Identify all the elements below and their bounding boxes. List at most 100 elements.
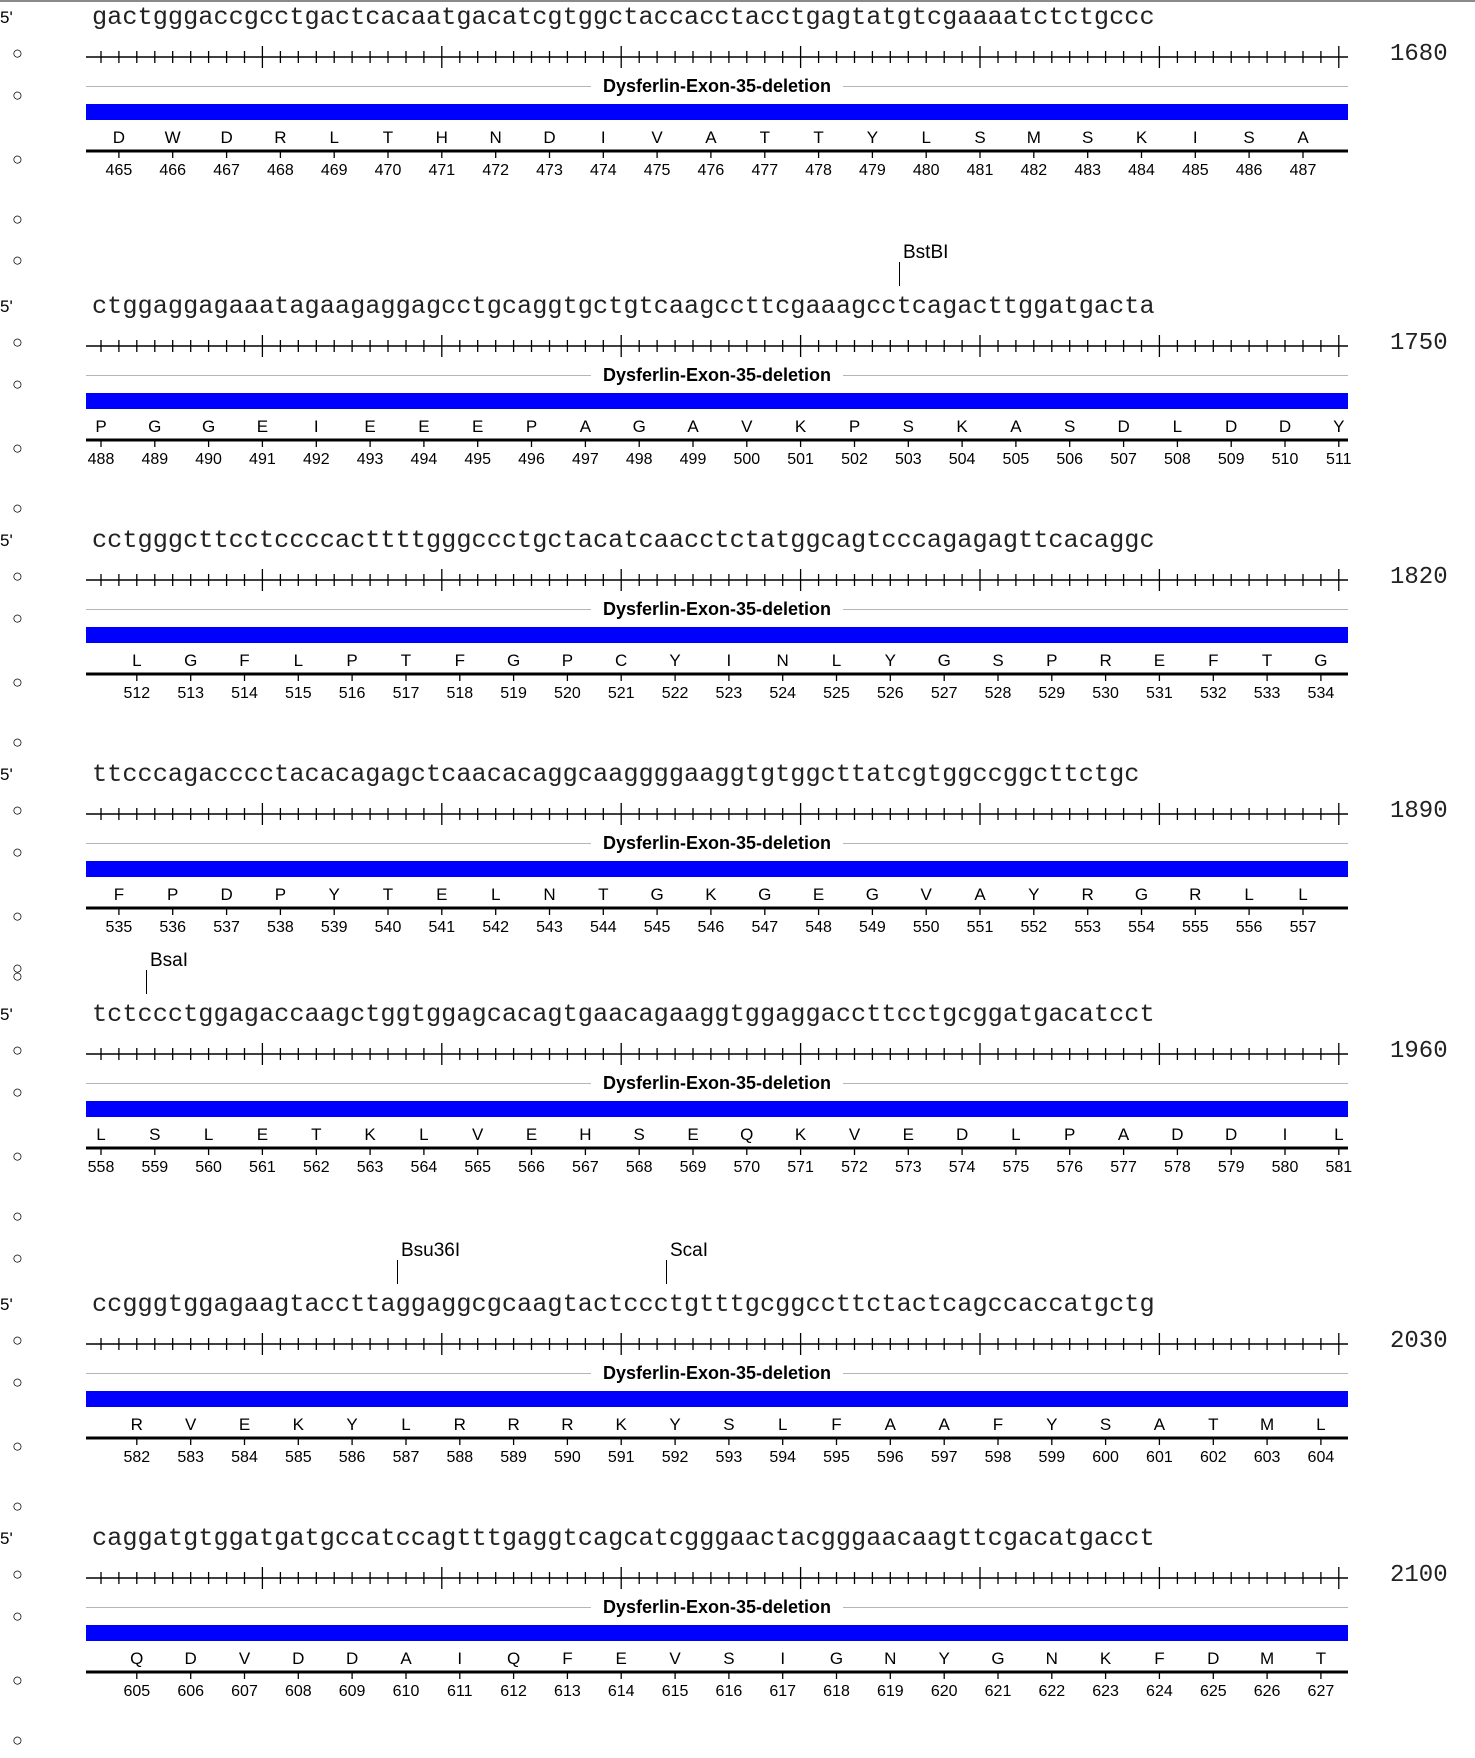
residue-number: 494 xyxy=(411,451,438,468)
residue-number: 496 xyxy=(518,451,545,468)
residue-number: 509 xyxy=(1218,451,1245,468)
end-position: 1820 xyxy=(1390,564,1448,591)
residue-number: 499 xyxy=(680,451,707,468)
residue-number: 548 xyxy=(805,919,832,936)
feature-bar[interactable] xyxy=(86,627,1348,643)
amino-acid: R xyxy=(561,1415,573,1434)
gutter-circle-icon: ○ xyxy=(12,566,23,586)
residue-number: 570 xyxy=(733,1159,760,1176)
amino-acid: D xyxy=(1207,1649,1219,1668)
amino-acid: L xyxy=(491,885,500,904)
amino-acid: F xyxy=(239,651,249,670)
residue-number: 590 xyxy=(554,1449,581,1466)
residue-number: 539 xyxy=(321,919,348,936)
feature-annotation[interactable]: Dysferlin-Exon-35-deletion xyxy=(86,364,1348,386)
amino-acid: F xyxy=(455,651,465,670)
amino-acid: T xyxy=(760,128,770,147)
residue-number: 531 xyxy=(1146,685,1173,702)
residue-number: 485 xyxy=(1182,162,1209,179)
feature-bar[interactable] xyxy=(86,1625,1348,1641)
gutter-circle-icon: ○ xyxy=(12,958,23,978)
residue-number: 600 xyxy=(1092,1449,1119,1466)
base-ruler xyxy=(86,46,1348,68)
residue-number: 565 xyxy=(464,1159,491,1176)
feature-bar[interactable] xyxy=(86,861,1348,877)
amino-acid: L xyxy=(1173,417,1182,436)
amino-acid: V xyxy=(849,1125,861,1144)
amino-acid: Y xyxy=(885,651,896,670)
amino-acid: K xyxy=(364,1125,376,1144)
residue-number: 583 xyxy=(177,1449,204,1466)
feature-bar[interactable] xyxy=(86,1391,1348,1407)
residue-number: 512 xyxy=(123,685,150,702)
strand-label: 5' xyxy=(0,1005,13,1024)
end-position: 2030 xyxy=(1390,1328,1448,1355)
gutter-circle-icon: ○ xyxy=(12,438,23,458)
residue-number: 621 xyxy=(985,1683,1012,1700)
amino-acid: N xyxy=(490,128,502,147)
amino-acid: T xyxy=(1262,651,1272,670)
amino-acid: A xyxy=(1297,128,1309,147)
residue-number: 534 xyxy=(1308,685,1335,702)
residue-number: 530 xyxy=(1092,685,1119,702)
amino-acid: D xyxy=(113,128,125,147)
feature-annotation[interactable]: Dysferlin-Exon-35-deletion xyxy=(86,832,1348,854)
end-position: 1960 xyxy=(1390,1038,1448,1065)
amino-acid: S xyxy=(1082,128,1093,147)
residue-number: 497 xyxy=(572,451,599,468)
residue-number: 571 xyxy=(787,1159,814,1176)
amino-acid: Y xyxy=(669,1415,680,1434)
residue-number: 617 xyxy=(769,1683,796,1700)
amino-acid: P xyxy=(1064,1125,1075,1144)
feature-annotation[interactable]: Dysferlin-Exon-35-deletion xyxy=(86,1072,1348,1094)
residue-number: 476 xyxy=(698,162,725,179)
strand-label: 5' xyxy=(0,765,13,784)
residue-number: 484 xyxy=(1128,162,1155,179)
amino-acid: L xyxy=(401,1415,410,1434)
residue-number: 477 xyxy=(751,162,778,179)
gutter-circle-icon: ○ xyxy=(12,1436,23,1456)
amino-acid: E xyxy=(436,885,447,904)
residue-number: 488 xyxy=(88,451,115,468)
feature-annotation[interactable]: Dysferlin-Exon-35-deletion xyxy=(86,1596,1348,1618)
amino-acid: S xyxy=(149,1125,160,1144)
amino-acid: Y xyxy=(346,1415,357,1434)
residue-number: 607 xyxy=(231,1683,258,1700)
feature-bar[interactable] xyxy=(86,1101,1348,1117)
residue-number: 511 xyxy=(1326,451,1352,468)
residue-number: 542 xyxy=(482,919,509,936)
amino-acid: E xyxy=(418,417,429,436)
residue-number: 467 xyxy=(213,162,240,179)
gutter-circle-icon: ○ xyxy=(12,1670,23,1690)
residue-number: 513 xyxy=(177,685,204,702)
residue-number: 527 xyxy=(931,685,958,702)
feature-bar[interactable] xyxy=(86,104,1348,120)
amino-acid: K xyxy=(616,1415,628,1434)
gutter-circle-icon: ○ xyxy=(12,842,23,862)
residue-number: 469 xyxy=(321,162,348,179)
residue-number: 594 xyxy=(769,1449,796,1466)
amino-acid: L xyxy=(1298,885,1307,904)
feature-annotation[interactable]: Dysferlin-Exon-35-deletion xyxy=(86,598,1348,620)
feature-bar[interactable] xyxy=(86,393,1348,409)
gutter-circle-icon: ○ xyxy=(12,800,23,820)
base-ruler xyxy=(86,335,1348,357)
amino-acid: D xyxy=(292,1649,304,1668)
residue-number: 578 xyxy=(1164,1159,1191,1176)
gutter-circle-icon: ○ xyxy=(12,1248,23,1268)
residue-number: 495 xyxy=(464,451,491,468)
feature-annotation[interactable]: Dysferlin-Exon-35-deletion xyxy=(86,75,1348,97)
end-position: 1890 xyxy=(1390,798,1448,825)
sequence-block: 5' ○ ○ ○ ○ ○ BsaI tctccctggagaccaagctggtggagcac… xyxy=(0,950,1475,1234)
amino-acid: D xyxy=(956,1125,968,1144)
amino-acid: N xyxy=(777,651,789,670)
gutter-circle-icon: ○ xyxy=(12,85,23,105)
amino-acid: S xyxy=(723,1649,734,1668)
feature-annotation[interactable]: Dysferlin-Exon-35-deletion xyxy=(86,1362,1348,1384)
sequence-block: 5' ○ ○ ○ ○ ttcccagacccctacacagagctcaacacaggca… xyxy=(0,760,1475,994)
residue-number: 579 xyxy=(1218,1159,1245,1176)
residue-number: 602 xyxy=(1200,1449,1227,1466)
amino-acid: F xyxy=(1208,651,1218,670)
amino-acid: Y xyxy=(1333,417,1344,436)
amino-acid: G xyxy=(1135,885,1148,904)
